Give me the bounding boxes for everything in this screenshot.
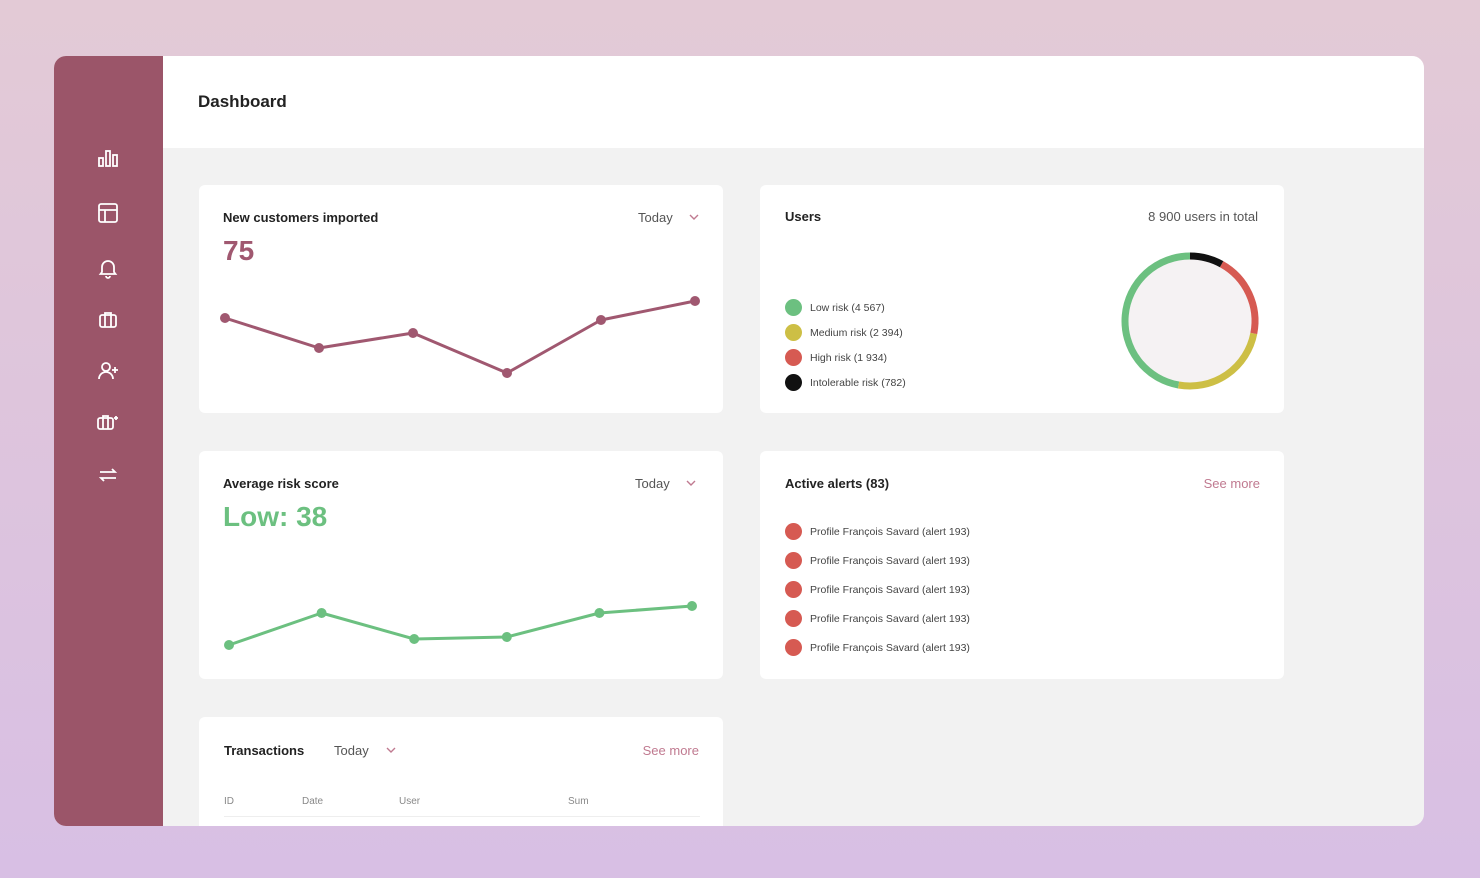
dropdown-chevron[interactable]	[689, 213, 699, 221]
see-more-link[interactable]: See more	[642, 743, 699, 758]
alert-icon	[785, 552, 802, 569]
legend-swatch	[785, 374, 802, 391]
legend: Low risk (4 567) Medium risk (2 394) High …	[785, 295, 906, 395]
alert-label: Profile François Savard (alert 193)	[810, 525, 970, 538]
period-select[interactable]: Today	[638, 210, 673, 225]
top-bar: Dashboard	[163, 56, 1424, 148]
alert-label: Profile François Savard (alert 193)	[810, 554, 970, 567]
nav-cases[interactable]	[96, 308, 120, 332]
nav-analytics[interactable]	[96, 146, 120, 170]
users-total: 8 900 users in total	[1148, 209, 1258, 224]
card-title: Active alerts (83)	[785, 476, 890, 491]
nav-add-case[interactable]	[96, 410, 120, 434]
column-header: Sum	[568, 796, 589, 807]
alerts-card: Active alerts (83) See more Profile Fran…	[760, 451, 1284, 679]
legend-label: Medium risk (2 394)	[810, 326, 903, 339]
alert-icon	[785, 639, 802, 656]
legend-label: High risk (1 934)	[810, 351, 888, 364]
page-title: Dashboard	[198, 92, 287, 111]
dropdown-chevron[interactable]	[686, 479, 696, 487]
alert-item[interactable]: Profile François Savard (alert 193)	[785, 604, 970, 633]
legend-label: Low risk (4 567)	[810, 301, 885, 314]
nav-transfers[interactable]	[96, 463, 120, 487]
nav-add-user[interactable]	[96, 359, 120, 383]
alert-item[interactable]: Profile François Savard (alert 193)	[785, 517, 970, 546]
column-header: ID	[224, 796, 234, 807]
users-card: Users 8 900 users in total Low risk (4 5…	[760, 185, 1284, 413]
sidebar	[54, 56, 163, 826]
transactions-card: Transactions Today See more ID Date User Su…	[199, 717, 723, 826]
new-customers-card: New customers imported Today 75	[199, 185, 723, 413]
period-select[interactable]: Today	[334, 743, 369, 758]
card-title: New customers imported	[223, 210, 379, 225]
card-title: Average risk score	[223, 476, 339, 491]
app-window: Dashboard New customers imported Today 7…	[54, 56, 1424, 826]
alert-label: Profile François Savard (alert 193)	[810, 612, 970, 625]
legend-item: Intolerable risk (782)	[785, 370, 906, 395]
legend-swatch	[785, 299, 802, 316]
dropdown-chevron[interactable]	[386, 746, 396, 754]
legend-item: Low risk (4 567)	[785, 295, 906, 320]
nav-layout[interactable]	[96, 201, 120, 225]
column-header: Date	[302, 796, 324, 807]
alert-list: Profile François Savard (alert 193) Profi…	[785, 517, 970, 662]
alert-icon	[785, 523, 802, 540]
alert-label: Profile François Savard (alert 193)	[810, 641, 970, 654]
alert-item[interactable]: Profile François Savard (alert 193)	[785, 633, 970, 662]
see-more-link[interactable]: See more	[1203, 476, 1260, 491]
card-title: Transactions	[224, 743, 305, 758]
table-header: ID Date User Sum	[224, 796, 700, 817]
alert-icon	[785, 581, 802, 598]
legend-item: Medium risk (2 394)	[785, 320, 906, 345]
period-select[interactable]: Today	[635, 476, 670, 491]
alert-label: Profile François Savard (alert 193)	[810, 583, 970, 596]
alert-icon	[785, 610, 802, 627]
kpi-value: Low: 38	[223, 501, 328, 532]
alert-item[interactable]: Profile François Savard (alert 193)	[785, 575, 970, 604]
column-header: User	[399, 796, 421, 807]
nav-notifications[interactable]	[96, 256, 120, 280]
risk-score-card: Average risk score Today Low: 38	[199, 451, 723, 679]
legend-swatch	[785, 324, 802, 341]
legend-swatch	[785, 349, 802, 366]
alert-item[interactable]: Profile François Savard (alert 193)	[785, 546, 970, 575]
legend-item: High risk (1 934)	[785, 345, 906, 370]
card-title: Users	[785, 209, 822, 224]
legend-label: Intolerable risk (782)	[810, 376, 906, 389]
kpi-value: 75	[223, 235, 255, 266]
